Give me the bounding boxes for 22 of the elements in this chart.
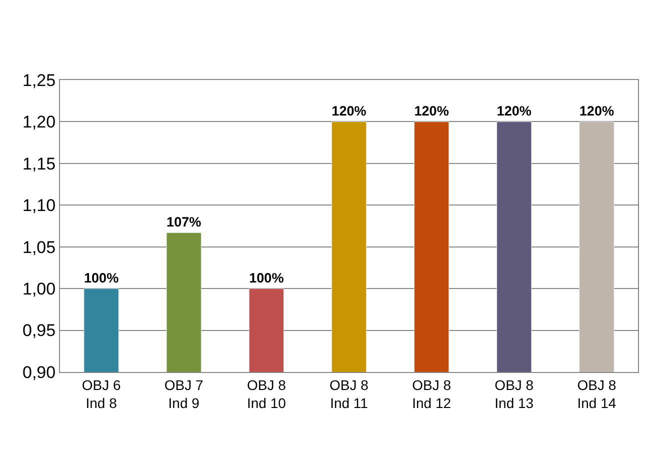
x-tick-label: OBJ 8 Ind 12 [412, 376, 452, 411]
y-tick-label: 0,95 [22, 321, 56, 340]
y-tick-label: 1,15 [22, 154, 56, 174]
data-label: 120% [579, 104, 614, 119]
data-label: 100% [84, 270, 119, 286]
x-tick-label: OBJ 7 Ind 9 [164, 376, 204, 411]
x-tick-label: OBJ 8 Ind 13 [494, 376, 534, 411]
data-label: 120% [332, 104, 366, 119]
y-tick-label: 1,20 [22, 112, 56, 132]
data-label: 120% [414, 104, 449, 119]
data-label: 107% [166, 214, 202, 230]
y-tick-label: 0,90 [22, 362, 56, 382]
x-tick-label: OBJ 6 Ind 8 [82, 376, 121, 411]
y-tick-label: 1,00 [22, 280, 56, 299]
data-label: 120% [496, 104, 532, 119]
y-tick-label: 1,05 [22, 238, 56, 257]
y-tick-label: 1,10 [22, 196, 56, 216]
x-tick-label: OBJ 8 Ind 11 [330, 376, 369, 411]
y-tick-label: 1,25 [22, 70, 56, 90]
x-tick-label: OBJ 8 Ind 10 [246, 376, 286, 411]
x-tick-label: OBJ 8 Ind 14 [577, 376, 616, 411]
data-label: 100% [249, 270, 284, 286]
